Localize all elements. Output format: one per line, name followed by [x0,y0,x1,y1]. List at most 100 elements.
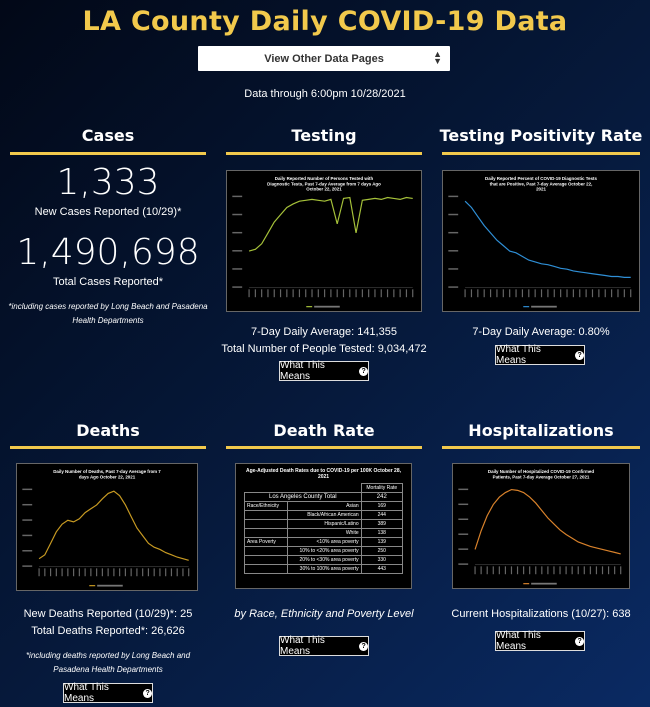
x-tick-label [317,289,319,298]
x-tick-label [502,289,504,298]
row-group: Area Poverty [244,537,288,547]
x-tick-label [44,568,46,577]
hospitalizations-chart[interactable]: Daily Number of Hospitalized COVID-19 Co… [452,463,630,589]
x-tick-label [572,289,574,298]
x-tick-label [386,289,389,298]
question-circle-icon: ? [575,636,584,646]
row-value: 250 [360,546,404,556]
series-line [248,196,413,252]
x-tick-label [324,289,326,298]
mortality-row: Hispanic/Latino 389 [244,519,404,529]
x-tick-label [73,568,75,577]
mortality-col-header: Mortality Rate [360,483,404,493]
death-rate-heading: Death Rate [273,421,375,440]
positivity-chart-svg: Daily Reported Percent of COVID-19 Diagn… [448,176,632,308]
death-rate-what-this-means-button[interactable]: What This Means ? [279,635,369,657]
total-cases-count: 1,490,698 [16,232,200,273]
testing-chart[interactable]: Daily Reported Number of Persons Tested … [226,170,422,312]
row-value: 138 [360,528,404,538]
x-tick-label [361,289,363,298]
x-tick-label [49,568,52,577]
legend-text [531,305,557,308]
hospitalizations-what-this-means-button[interactable]: What This Means ? [495,630,585,652]
x-tick-label [528,289,530,298]
hospitalizations-divider [442,446,640,449]
chart-title: Daily Number of Deaths, Past 7-day Avera… [53,469,161,479]
testing-what-this-means-button[interactable]: What This Means ? [279,360,369,382]
y-tick-label [22,488,33,491]
x-tick-label [601,566,604,575]
x-tick-label [492,566,494,575]
x-tick-label [607,566,610,575]
x-tick-label [515,289,517,298]
x-tick-label [559,566,561,575]
hospitalizations-chart-svg: Daily Number of Hospitalized COVID-19 Co… [458,469,622,585]
deaths-what-this-means-button[interactable]: What This Means ? [63,682,153,704]
deaths-footnote: *including deaths reported by Long Beach… [25,651,191,674]
x-tick-label [176,568,178,577]
x-tick-label [470,289,473,298]
x-tick-label [330,289,332,298]
x-tick-label [170,568,173,577]
x-tick-label [477,289,479,298]
y-tick-label [22,534,33,537]
cases-heading: Cases [81,126,135,145]
total-deaths: Total Deaths Reported*: 26,626 [31,625,185,637]
y-tick-label [448,286,459,288]
x-tick-label [566,289,568,298]
x-tick-label [521,289,524,298]
new-deaths: New Deaths Reported (10/29)*: 25 [23,608,193,620]
row-value: 389 [360,519,404,529]
x-tick-label [486,566,488,575]
row-label: <10% area poverty [286,537,362,547]
y-tick-label [22,550,33,552]
legend-swatch [306,306,313,308]
x-tick-label [273,289,275,298]
x-tick-label [286,289,288,298]
positivity-what-this-means-button[interactable]: What This Means ? [495,344,585,366]
death-rate-table[interactable]: Age-Adjusted Death Rates due to COVID-19… [235,463,412,589]
x-tick-label [583,566,585,575]
x-tick-label [298,289,301,298]
mortality-row: 20% to <30% area poverty 330 [244,555,404,565]
y-tick-label [232,213,243,216]
x-tick-label [55,568,57,577]
death-rate-table-title: Age-Adjusted Death Rates due to COVID-19… [245,468,402,480]
chart-title: Daily Reported Number of Persons Tested … [267,176,381,192]
x-tick-label [355,289,357,298]
legend-text [97,584,123,587]
county-total-label: Los Angeles County Total [244,492,362,502]
x-tick-label [489,289,492,298]
x-tick-label [368,289,370,298]
y-tick-label [22,519,33,521]
x-tick-label [541,566,543,575]
x-tick-label [342,289,345,298]
testing-average: 7-Day Daily Average: 141,355 [251,326,397,338]
x-tick-label [96,568,98,577]
x-tick-label [393,289,395,298]
row-label: 10% to <20% area poverty [286,546,362,556]
x-tick-label [119,568,121,577]
x-tick-label [630,289,632,298]
row-value: 139 [360,537,404,547]
y-tick-label [458,548,469,550]
x-tick-label [182,568,184,577]
y-tick-label [458,488,469,491]
row-value: 244 [360,510,404,520]
testing-total: Total Number of People Tested: 9,034,472 [221,343,427,355]
x-tick-label [604,289,606,298]
chart-title: Daily Reported Percent of COVID-19 Diagn… [485,176,598,192]
series-line [464,200,631,278]
x-tick-label [623,289,625,298]
series-line [38,490,189,561]
positivity-chart[interactable]: Daily Reported Percent of COVID-19 Diagn… [442,170,640,312]
x-tick-label [130,568,132,577]
x-tick-label [553,566,555,575]
row-label: Hispanic/Latino [286,519,362,529]
x-tick-label [598,289,600,298]
view-other-pages-select[interactable]: View Other Data Pages ▲ ▼ [198,46,450,71]
row-value: 443 [360,564,404,574]
x-tick-label [292,289,294,298]
deaths-chart[interactable]: Daily Number of Deaths, Past 7-day Avera… [16,463,198,591]
mortality-row: Race/Ethnicity Asian 169 [244,501,404,511]
